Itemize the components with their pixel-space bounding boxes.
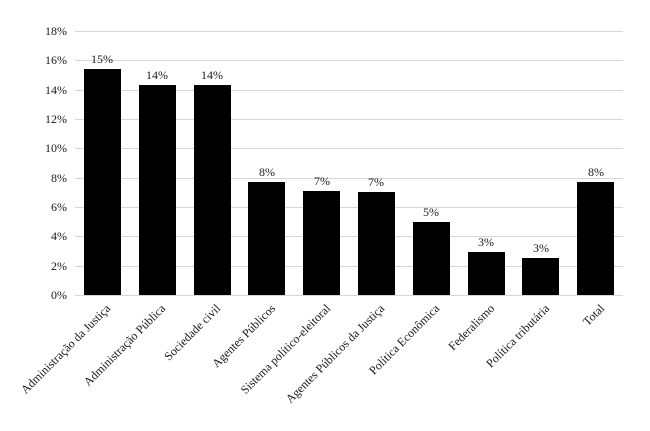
- bar: [248, 182, 285, 295]
- bar: [468, 252, 505, 295]
- y-tick-label: 8%: [51, 171, 67, 185]
- y-tick-label: 4%: [51, 229, 67, 243]
- x-category-label: Total: [579, 301, 608, 329]
- y-tick-label: 10%: [45, 141, 67, 155]
- bar: [522, 258, 559, 295]
- bar: [139, 85, 176, 295]
- y-tick-label: 18%: [45, 24, 67, 38]
- bar-value-label: 7%: [314, 174, 330, 188]
- bar: [303, 191, 340, 295]
- bar-value-label: 15%: [91, 52, 113, 66]
- gridline: [75, 295, 623, 296]
- y-tick-label: 12%: [45, 112, 67, 126]
- bar-value-label: 7%: [368, 175, 384, 189]
- gridline: [75, 31, 623, 32]
- bar-value-label: 14%: [201, 68, 223, 82]
- bar: [413, 222, 450, 295]
- y-tick-label: 0%: [51, 288, 67, 302]
- bar: [84, 69, 121, 295]
- y-tick-label: 6%: [51, 200, 67, 214]
- bar-chart: 0% 2% 4% 6% 8% 10% 12% 14% 16% 18% 15% 14% 14% 8% 7% 7…: [18, 24, 623, 406]
- bar-value-label: 5%: [423, 205, 439, 219]
- y-tick-label: 2%: [51, 259, 67, 273]
- bar-value-label: 8%: [588, 165, 604, 179]
- y-tick-label: 14%: [45, 83, 67, 97]
- bar: [577, 182, 614, 295]
- gridline: [75, 60, 623, 61]
- bar: [194, 85, 231, 295]
- bar-value-label: 3%: [478, 235, 494, 249]
- bar: [358, 192, 395, 295]
- bar-value-label: 8%: [259, 165, 275, 179]
- y-tick-label: 16%: [45, 53, 67, 67]
- bar-value-label: 14%: [146, 68, 168, 82]
- bar-value-label: 3%: [533, 241, 549, 255]
